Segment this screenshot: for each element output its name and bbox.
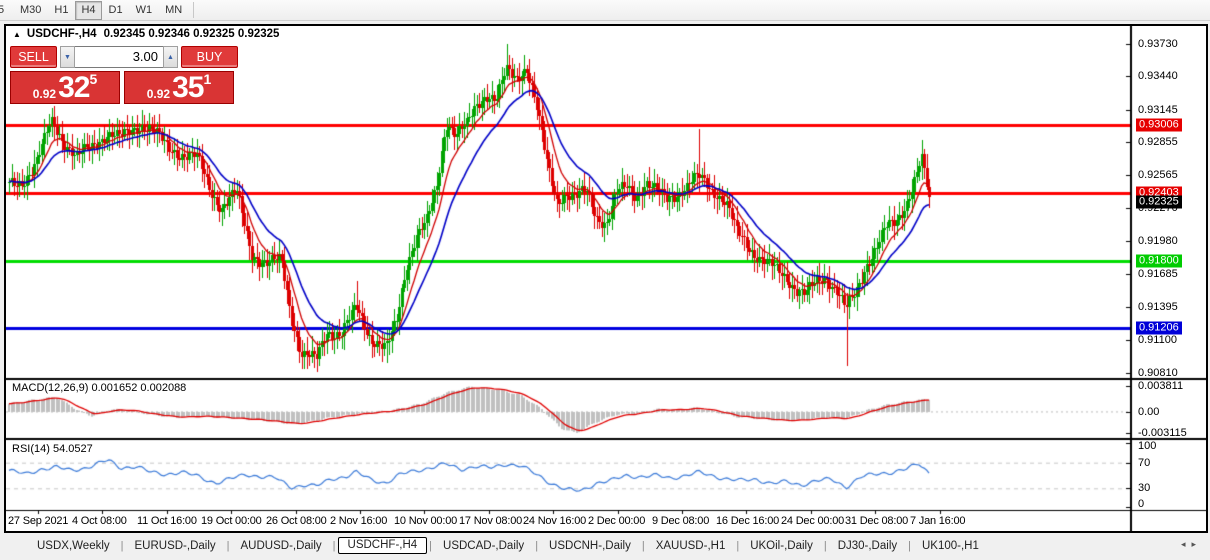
- date-tick-label: 11 Oct 16:00: [137, 515, 197, 527]
- one-click-trading-panel: SELL ▼ 3.00 ▲ BUY 0.92 32 5 0.92 35 1: [10, 46, 238, 104]
- chart-tab-usdchf-h4[interactable]: USDCHF-,H4: [337, 537, 428, 554]
- tab-divider: |: [736, 540, 740, 552]
- date-tick-label: 9 Dec 08:00: [652, 515, 710, 527]
- sell-price-display[interactable]: 0.92 32 5: [10, 71, 120, 104]
- price-tick-label: 0.93440: [1138, 70, 1178, 83]
- timeframe-button-m30[interactable]: M30: [20, 4, 42, 16]
- price-line-label: 0.91800: [1136, 254, 1182, 268]
- macd-indicator-label: MACD(12,26,9) 0.001652 0.002088: [12, 382, 187, 394]
- rsi-axis-label: 0: [1138, 498, 1145, 510]
- chart-tab-uk100-h1[interactable]: UK100-,H1: [921, 539, 979, 552]
- timeframe-button-5[interactable]: 5: [0, 1, 13, 20]
- chart-tab-audusd-daily[interactable]: AUDUSD-,Daily: [240, 539, 322, 552]
- chart-title: ▲ USDCHF-,H4 0.92345 0.92346 0.92325 0.9…: [13, 27, 279, 41]
- buy-price-pipette: 1: [203, 71, 212, 87]
- volume-stepper: ▼ 3.00 ▲: [60, 46, 178, 68]
- macd-axis-label: 0.00: [1138, 405, 1160, 418]
- price-axis[interactable]: 0.937300.934400.931450.928550.925650.922…: [1136, 26, 1206, 531]
- chart-symbol-period: USDCHF-,H4: [26, 28, 97, 40]
- chart-tab-bar: USDX,Weekly | EURUSD-,Daily | AUDUSD-,Daily |…: [0, 535, 1210, 557]
- macd-axis-label: -0.003115: [1138, 427, 1187, 439]
- price-tick-label: 0.92565: [1138, 169, 1178, 182]
- date-tick-label: 24 Dec 00:00: [781, 515, 845, 527]
- timeframe-toolbar: 5 M30 H1 H4 D1 W1 MN: [0, 0, 1210, 21]
- buy-price-display[interactable]: 0.92 35 1: [124, 71, 234, 104]
- price-tick-label: 0.91395: [1138, 301, 1178, 314]
- buy-price-big: 35: [172, 71, 204, 104]
- tab-divider: |: [226, 540, 230, 552]
- price-tick-label: 0.92855: [1138, 136, 1178, 149]
- price-line-label: 0.92325: [1136, 195, 1182, 209]
- volume-decrease-icon[interactable]: ▼: [60, 46, 75, 68]
- chart-tab-usdx-weekly[interactable]: USDX,Weekly: [37, 539, 110, 552]
- collapse-panel-icon[interactable]: ▲: [13, 29, 21, 39]
- tab-divider: |: [120, 540, 124, 552]
- price-tick-label: 0.93145: [1138, 103, 1178, 116]
- date-tick-label: 2 Nov 16:00: [330, 515, 388, 527]
- date-tick-label: 16 Dec 16:00: [716, 515, 780, 527]
- date-tick-label: 27 Sep 2021: [8, 515, 69, 527]
- date-tick-label: 19 Oct 00:00: [201, 515, 262, 527]
- tab-divider: |: [429, 540, 433, 552]
- tab-divider: |: [641, 540, 645, 552]
- price-tick-label: 0.91980: [1138, 235, 1178, 248]
- tab-divider: |: [332, 540, 336, 552]
- volume-increase-icon[interactable]: ▲: [163, 46, 178, 68]
- rsi-axis-label: 70: [1138, 456, 1151, 469]
- volume-input[interactable]: 3.00: [75, 46, 163, 68]
- date-tick-label: 31 Dec 08:00: [845, 515, 909, 527]
- buy-button[interactable]: BUY: [181, 46, 238, 68]
- sell-price-prefix: 0.92: [32, 87, 57, 101]
- tab-scroll-left-icon[interactable]: ◂: [1180, 539, 1192, 549]
- timeframe-button-w1[interactable]: W1: [135, 4, 153, 16]
- date-tick-label: 7 Jan 16:00: [910, 515, 966, 527]
- price-tick-label: 0.91100: [1138, 334, 1177, 347]
- rsi-indicator-label: RSI(14) 54.0527: [12, 443, 93, 455]
- chart-ohlc-values: 0.92345 0.92346 0.92325 0.92325: [103, 28, 280, 40]
- tab-divider: |: [823, 540, 827, 552]
- date-tick-label: 17 Nov 08:00: [459, 515, 523, 527]
- date-tick-label: 4 Oct 08:00: [72, 515, 127, 527]
- date-tick-label: 26 Oct 08:00: [266, 515, 327, 527]
- price-line-label: 0.91206: [1136, 321, 1182, 335]
- date-axis[interactable]: 27 Sep 2021 4 Oct 08:00 11 Oct 16:00 19 Oct…: [6, 513, 1134, 531]
- timeframe-button-mn[interactable]: MN: [165, 4, 183, 16]
- macd-axis-label: 0.003811: [1138, 380, 1184, 392]
- date-tick-label: 10 Nov 00:00: [394, 515, 458, 527]
- buy-price-prefix: 0.92: [146, 87, 171, 101]
- chart-tab-usdcad-daily[interactable]: USDCAD-,Daily: [443, 539, 525, 552]
- tab-scroll-arrows: ◂▸: [1181, 539, 1202, 550]
- price-tick-label: 0.90810: [1138, 367, 1178, 380]
- chart-tab-eurusd-daily[interactable]: EURUSD-,Daily: [134, 539, 216, 552]
- tab-divider: |: [535, 540, 539, 552]
- chart-tab-ukoil-daily[interactable]: UKOil-,Daily: [750, 539, 813, 552]
- sell-button[interactable]: SELL: [10, 46, 57, 68]
- price-line-label: 0.93006: [1136, 118, 1182, 132]
- timeframe-button-h1[interactable]: H1: [54, 4, 69, 16]
- chart-tab-usdcnh-daily[interactable]: USDCNH-,Daily: [549, 539, 631, 552]
- rsi-axis-label: 30: [1138, 482, 1151, 495]
- toolbar-separator: [193, 2, 195, 18]
- sell-price-pipette: 5: [89, 71, 98, 87]
- price-tick-label: 0.93730: [1138, 37, 1178, 50]
- tab-scroll-right-icon[interactable]: ▸: [1191, 539, 1202, 549]
- timeframe-button-d1[interactable]: D1: [108, 4, 123, 16]
- chart-canvas[interactable]: [6, 26, 1206, 531]
- sell-price-big: 32: [58, 71, 90, 104]
- rsi-axis-label: 100: [1138, 440, 1157, 452]
- chart-area: ▲ USDCHF-,H4 0.92345 0.92346 0.92325 0.9…: [6, 26, 1206, 531]
- timeframe-button-h4[interactable]: H4: [75, 0, 102, 20]
- status-bar: [0, 557, 1210, 560]
- chart-tab-xauusd-h1[interactable]: XAUUSD-,H1: [655, 539, 726, 552]
- chart-tab-dj30-daily[interactable]: DJ30-,Daily: [837, 539, 898, 552]
- date-tick-label: 24 Nov 16:00: [523, 515, 587, 527]
- tab-divider: |: [908, 540, 911, 552]
- price-tick-label: 0.91685: [1138, 268, 1178, 281]
- date-tick-label: 2 Dec 00:00: [588, 515, 646, 527]
- chart-window: ▲ USDCHF-,H4 0.92345 0.92346 0.92325 0.9…: [4, 24, 1208, 533]
